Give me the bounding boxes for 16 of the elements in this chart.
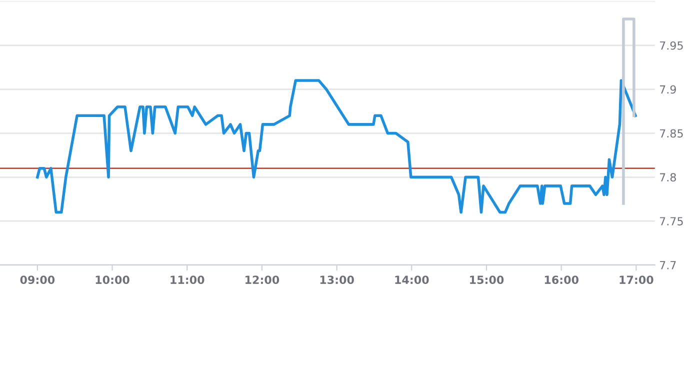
x-tick-label: 12:00 <box>246 276 280 284</box>
x-tick-label: 11:00 <box>170 276 204 284</box>
x-tick-label: 09:00 <box>20 276 55 284</box>
y-tick-label: 7.8 <box>660 173 676 182</box>
y-tick-label: 7.75 <box>660 217 683 226</box>
x-tick-label: 15:00 <box>470 276 504 284</box>
y-tick-label: 7.9 <box>660 85 676 94</box>
x-tick-label: 16:00 <box>544 276 578 284</box>
y-tick-label: 7.7 <box>660 261 676 270</box>
x-tick-label: 17:00 <box>620 276 654 284</box>
x-tick-label: 10:00 <box>96 276 130 284</box>
x-tick-label: 14:00 <box>395 276 429 284</box>
y-tick-label: 7.95 <box>660 41 683 50</box>
x-tick-label: 13:00 <box>320 276 354 284</box>
line-series <box>36 79 637 214</box>
y-tick-label: 7.85 <box>660 129 683 138</box>
